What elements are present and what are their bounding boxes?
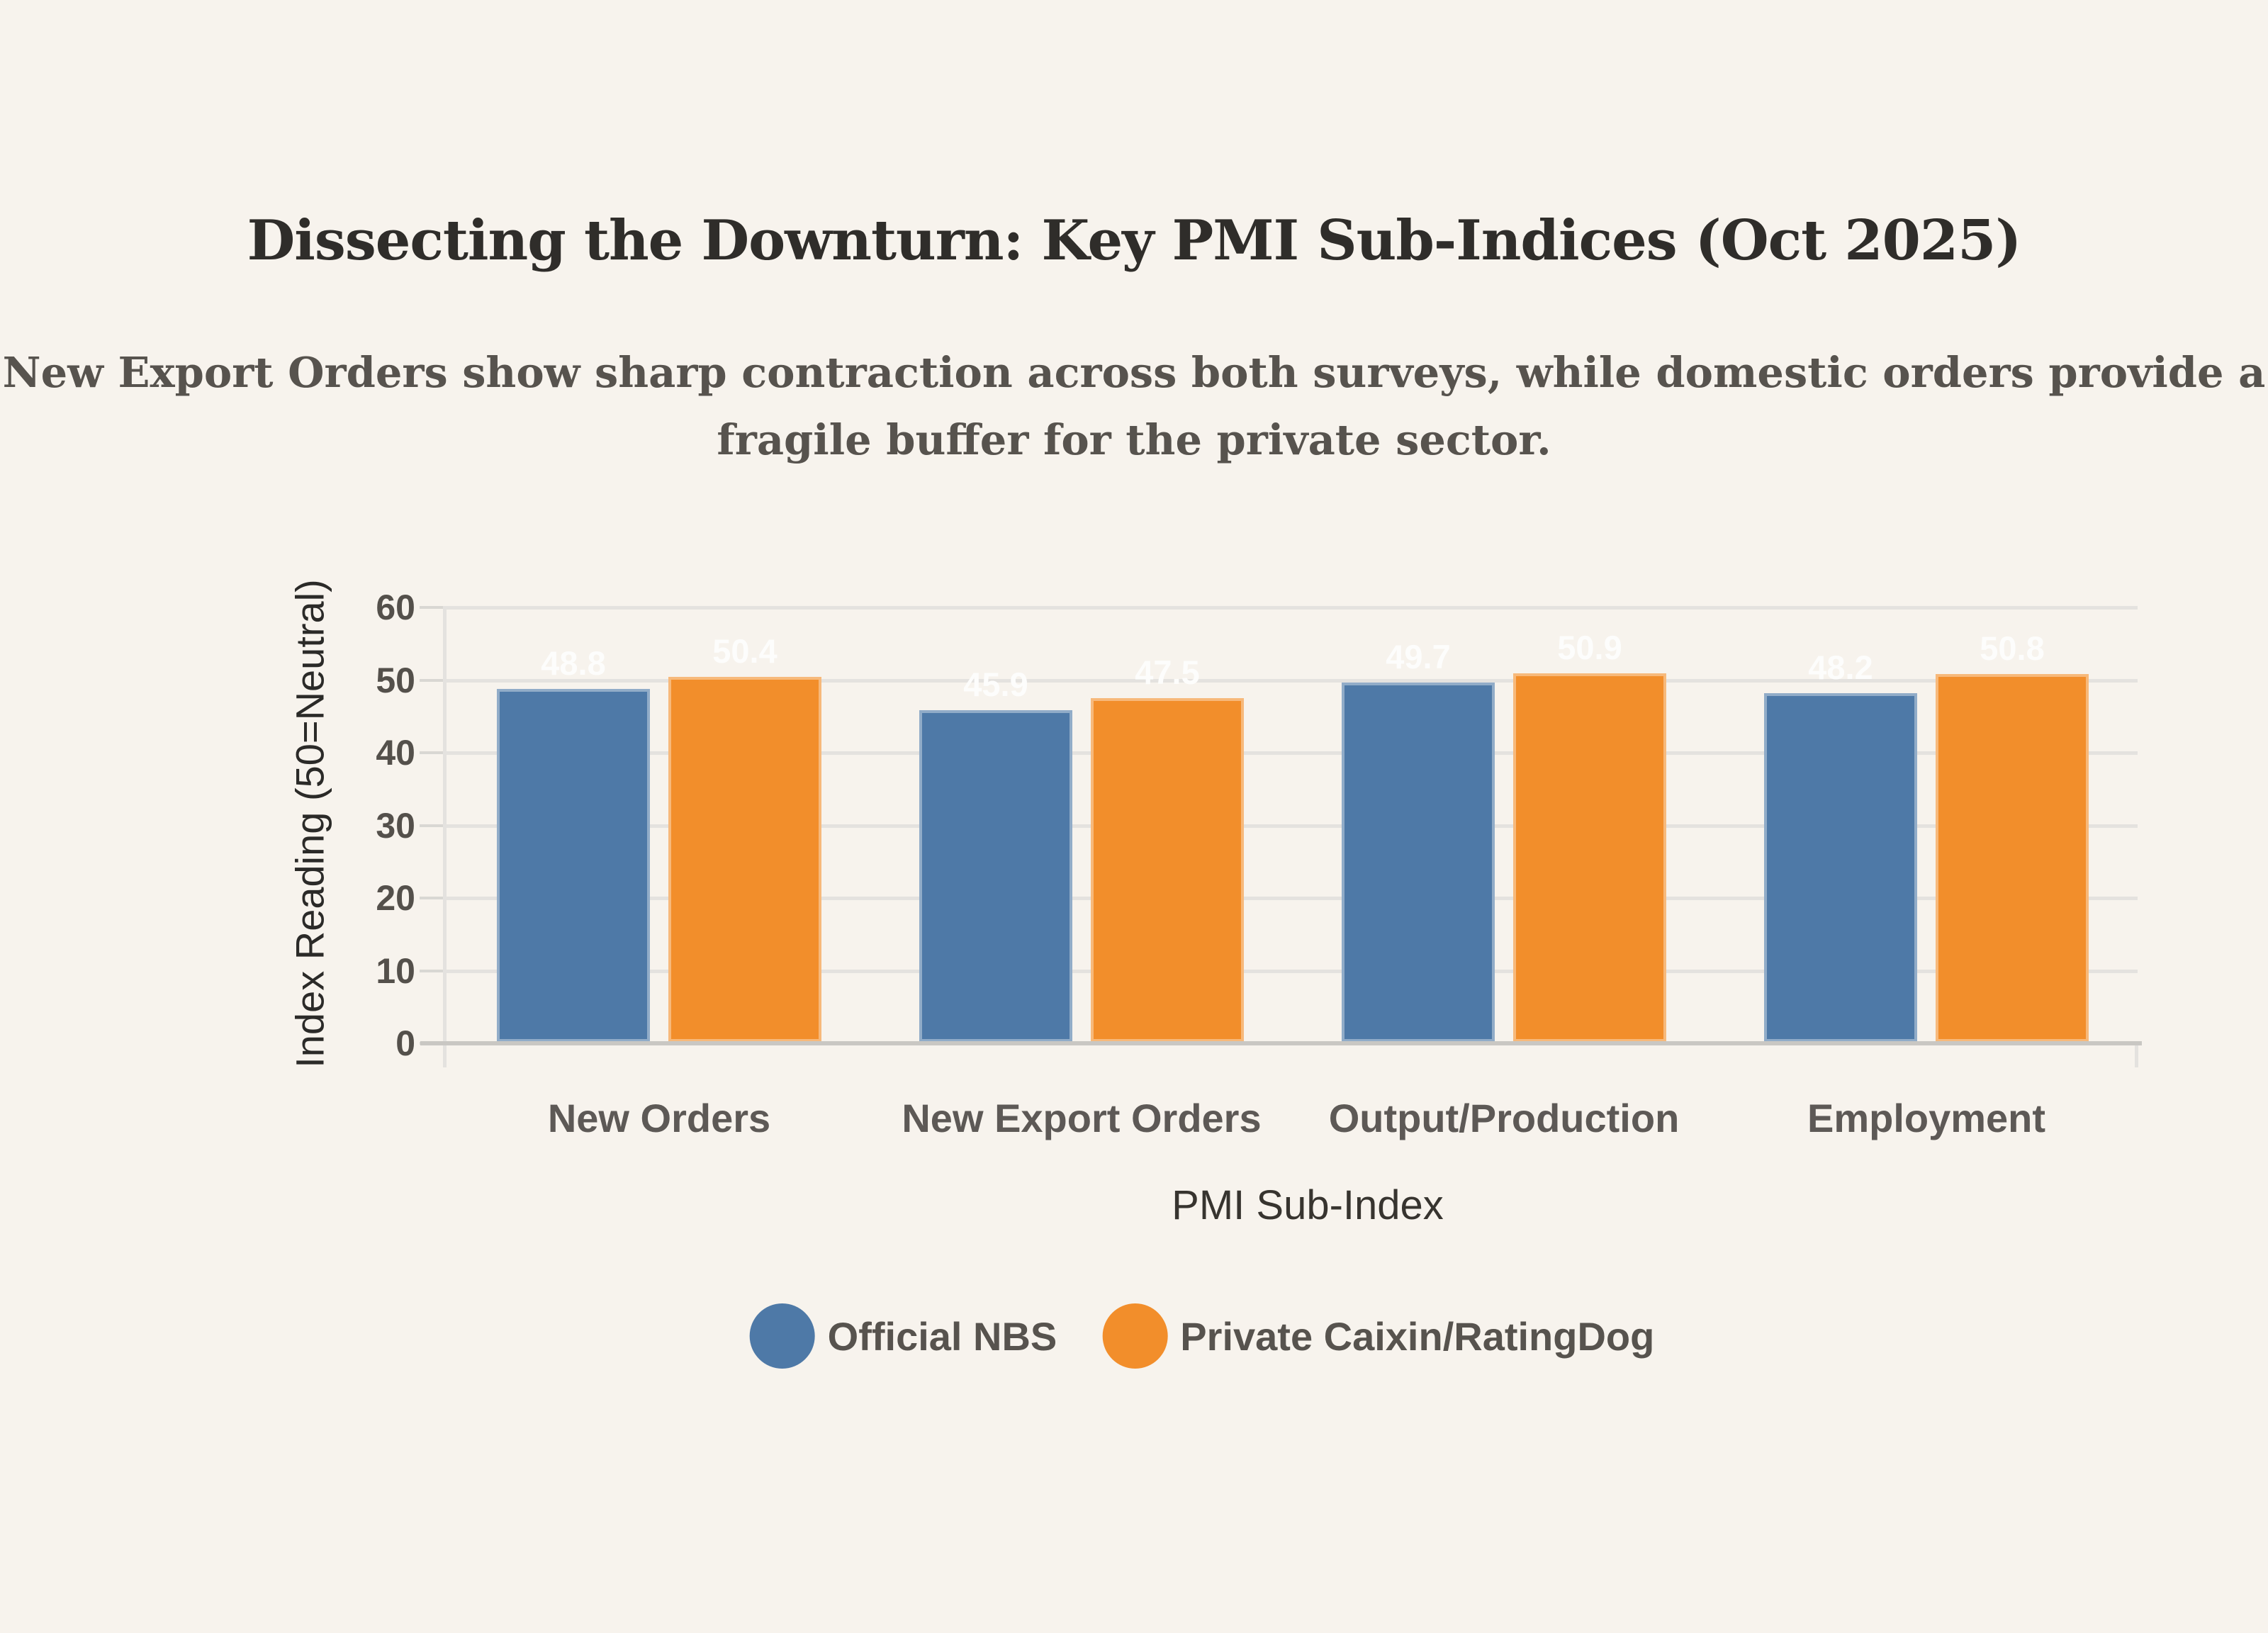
y-tick-mark-10 (420, 970, 443, 972)
x-axis-baseline (420, 1041, 2142, 1045)
legend-swatch-blue-circle (749, 1303, 815, 1369)
bar-caixin-3 (1513, 673, 1666, 1042)
bar-value-label-nbs-2: 45.9 (963, 666, 1028, 703)
bar-nbs-2 (919, 710, 1072, 1042)
y-tick-label-60: 60 (376, 588, 415, 627)
y-tick-mark-30 (420, 824, 443, 827)
chart-subtitle-line-1: New Export Orders show sharp contraction… (2, 348, 2266, 397)
chart-legend: Official NBS Private Caixin/RatingDog (749, 1303, 1654, 1369)
chart-subtitle-line-2: fragile buffer for the private sector. (717, 415, 1551, 464)
category-label-4: Employment (1807, 1096, 2046, 1140)
gridline-60 (443, 606, 2138, 610)
legend-label-nbs: Official NBS (827, 1313, 1057, 1359)
chart-subtitle: New Export Orders show sharp contraction… (0, 339, 2268, 473)
y-tick-mark-60 (420, 606, 443, 609)
gridline-40 (443, 751, 2138, 755)
category-label-1: New Orders (547, 1096, 771, 1140)
bar-nbs-4 (1764, 693, 1917, 1042)
bar-value-label-caixin-1: 50.4 (712, 632, 777, 670)
legend-item-caixin: Private Caixin/RatingDog (1102, 1303, 1654, 1369)
category-label-2: New Export Orders (902, 1096, 1262, 1140)
bar-value-label-nbs-1: 48.8 (541, 644, 606, 682)
y-axis-line (443, 606, 447, 1067)
gridline-30 (443, 824, 2138, 828)
gridline-50 (443, 679, 2138, 683)
bar-value-label-caixin-2: 47.5 (1135, 653, 1200, 691)
bar-nbs-1 (497, 689, 650, 1042)
bar-nbs-3 (1342, 683, 1495, 1042)
bar-value-label-caixin-3: 50.9 (1557, 629, 1622, 666)
y-tick-mark-20 (420, 897, 443, 899)
y-tick-mark-50 (420, 679, 443, 682)
y-tick-label-30: 30 (376, 806, 415, 846)
bar-value-label-nbs-3: 49.7 (1386, 638, 1451, 675)
legend-item-nbs: Official NBS (749, 1303, 1057, 1369)
bar-caixin-4 (1936, 674, 2089, 1042)
category-label-3: Output/Production (1328, 1096, 1680, 1140)
gridline-20 (443, 897, 2138, 900)
gridline-10 (443, 970, 2138, 973)
legend-label-caixin: Private Caixin/RatingDog (1180, 1313, 1655, 1359)
y-tick-label-40: 40 (376, 733, 415, 773)
x-axis-title: PMI Sub-Index (1172, 1182, 1444, 1228)
y-tick-label-0: 0 (395, 1023, 415, 1063)
y-tick-label-50: 50 (376, 661, 415, 700)
x-axis-right-edge (2135, 1043, 2138, 1067)
bar-value-label-caixin-4: 50.8 (1980, 629, 2045, 667)
y-tick-mark-40 (420, 751, 443, 754)
y-tick-label-10: 10 (376, 951, 415, 991)
legend-swatch-orange-circle (1102, 1303, 1168, 1369)
chart-title: Dissecting the Downturn: Key PMI Sub-Ind… (247, 208, 2022, 273)
bar-caixin-2 (1091, 698, 1244, 1042)
bar-caixin-1 (668, 677, 821, 1042)
bar-value-label-nbs-4: 48.2 (1808, 649, 1873, 686)
y-tick-label-20: 20 (376, 878, 415, 918)
